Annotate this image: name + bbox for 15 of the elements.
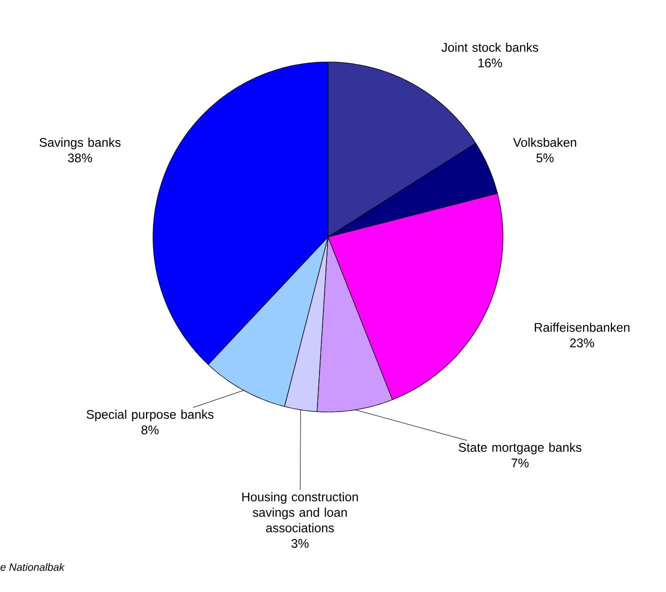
slice-label: Volksbaken [513,138,576,147]
data-label: 3% [291,538,309,548]
text: e Nationalbak [0,563,65,571]
slice-label: Housing construction savings and loan associations [242,492,358,532]
slice-label: Savings banks [40,138,121,150]
data-label: 5% [536,154,554,162]
data-label: 38% [68,153,92,162]
slice-label: State mortgage banks [458,442,582,454]
slice-label: Raiffeisenbanken [534,322,630,332]
data-label: 16% [478,58,502,68]
data-label: 8% [142,425,159,434]
slice-label: Special purpose banks [86,410,214,422]
data-label: 7% [512,458,529,468]
data-label: 23% [570,338,594,348]
slice-label: Joint stock banks [442,42,538,52]
